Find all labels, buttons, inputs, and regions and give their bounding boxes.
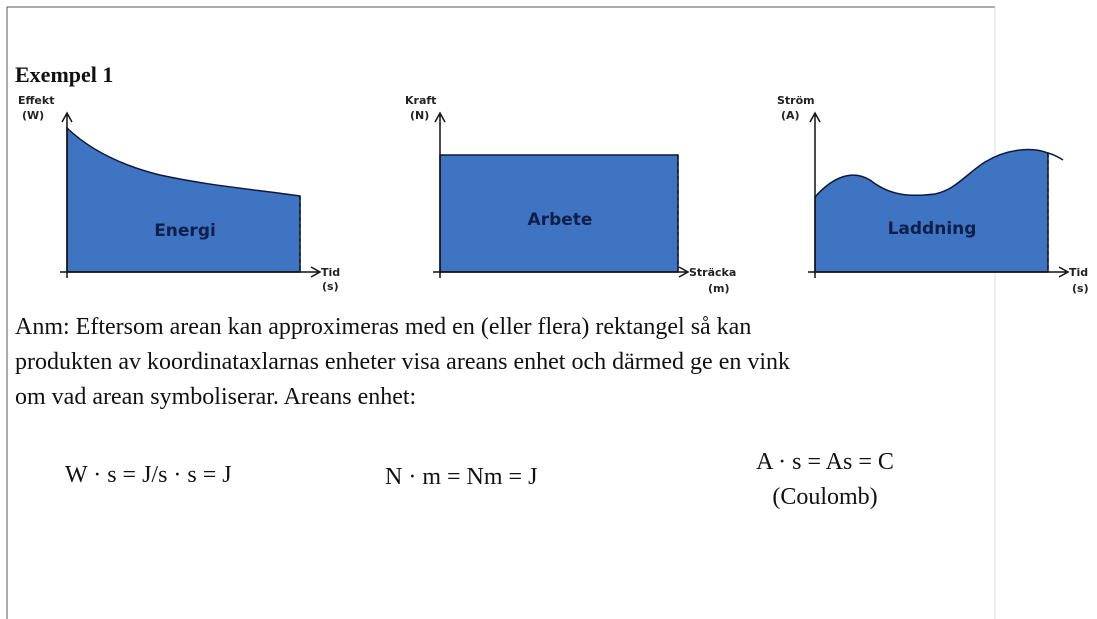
y-axis-name: Ström <box>777 94 815 107</box>
y-axis-unit: (W) <box>22 109 44 122</box>
y-axis-unit: (A) <box>781 109 800 122</box>
formula: W · s = J/s · s = J <box>65 462 232 488</box>
y-axis-unit: (N) <box>410 109 429 122</box>
x-axis-unit: (s) <box>1072 282 1089 295</box>
heading: Exempel 1 <box>15 62 113 87</box>
curve-tail <box>1047 152 1064 161</box>
x-axis-unit: (m) <box>708 282 730 295</box>
diagram: Ström (A) Laddning Tid (s) <box>777 94 1089 295</box>
axes <box>60 111 322 278</box>
axes <box>433 111 690 278</box>
x-axis-unit: (s) <box>322 280 339 293</box>
area-label: Laddning <box>888 219 977 239</box>
y-axis-name: Kraft <box>405 94 436 107</box>
note-line: Anm: Eftersom arean kan approximeras med… <box>15 314 751 340</box>
formula: N · m = Nm = J <box>385 464 537 490</box>
x-axis-name: Tid <box>321 266 340 279</box>
note-line: om vad arean symboliserar. Areans enhet: <box>15 384 416 410</box>
area-label: Energi <box>154 221 216 241</box>
axes <box>808 111 1070 278</box>
x-axis-name: Tid <box>1069 266 1088 279</box>
area-label: Arbete <box>528 210 593 230</box>
diagram: Effekt (W) Energi Tid (s) <box>18 94 340 293</box>
diagram: Kraft (N) Arbete Sträcka (m) <box>405 94 736 295</box>
area <box>439 154 679 273</box>
y-axis-name: Effekt <box>18 94 54 107</box>
formula-note: (Coulomb) <box>772 484 877 510</box>
formula: A · s = As = C <box>756 449 894 475</box>
area <box>814 148 1049 273</box>
area <box>66 126 301 273</box>
note-line: produkten av koordinataxlarnas enheter v… <box>15 349 790 375</box>
x-axis-name: Sträcka <box>689 266 736 279</box>
